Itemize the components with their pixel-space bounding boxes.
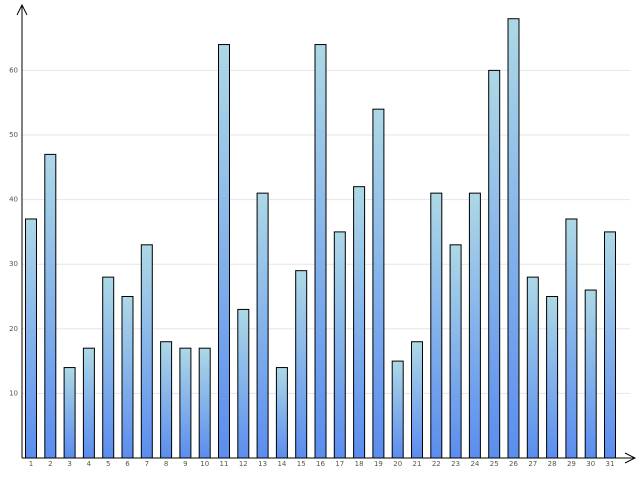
bar xyxy=(449,244,462,459)
x-axis-arrow xyxy=(624,452,637,464)
bar xyxy=(391,360,404,459)
bar xyxy=(102,276,115,459)
x-tick-label: 6 xyxy=(125,460,130,468)
bar xyxy=(353,186,366,459)
bar xyxy=(314,44,327,459)
x-tick-label: 16 xyxy=(316,460,325,468)
bar xyxy=(430,192,443,459)
x-tick-label: 9 xyxy=(183,460,187,468)
bar xyxy=(82,347,95,459)
y-axis-arrow xyxy=(16,3,28,16)
x-tick-label: 11 xyxy=(220,460,229,468)
x-tick-label: 23 xyxy=(451,460,460,468)
x-tick-label: 31 xyxy=(606,460,615,468)
y-tick-label: 40 xyxy=(9,196,18,204)
x-tick-label: 30 xyxy=(586,460,595,468)
bar xyxy=(507,18,520,459)
bar xyxy=(333,231,346,459)
x-tick-label: 7 xyxy=(145,460,149,468)
bar xyxy=(218,44,230,459)
x-tick-label: 28 xyxy=(548,460,557,468)
bar xyxy=(584,289,597,459)
x-tick-label: 18 xyxy=(355,460,364,468)
y-tick-label: 20 xyxy=(9,325,18,333)
bar xyxy=(565,218,578,459)
y-tick-label: 60 xyxy=(9,66,18,74)
x-tick-label: 21 xyxy=(413,460,422,468)
x-tick-label: 4 xyxy=(87,460,92,468)
bar xyxy=(604,231,616,459)
bar xyxy=(63,367,76,459)
x-tick-label: 27 xyxy=(528,460,537,468)
x-tick-label: 5 xyxy=(106,460,110,468)
bar xyxy=(44,153,57,459)
bar xyxy=(411,341,423,459)
bar xyxy=(526,276,539,459)
x-tick-label: 12 xyxy=(239,460,248,468)
x-tick-label: 2 xyxy=(48,460,52,468)
x-tick-label: 19 xyxy=(374,460,383,468)
bar xyxy=(468,192,481,459)
bar xyxy=(295,270,308,459)
bar xyxy=(179,347,192,459)
x-tick-label: 25 xyxy=(490,460,499,468)
bar xyxy=(121,296,134,459)
x-tick-label: 20 xyxy=(393,460,402,468)
bar xyxy=(140,244,153,459)
x-tick-label: 8 xyxy=(164,460,168,468)
bar xyxy=(25,218,37,459)
x-tick-label: 13 xyxy=(258,460,267,468)
x-tick-label: 15 xyxy=(297,460,306,468)
y-tick-label: 30 xyxy=(9,260,18,268)
x-tick-label: 24 xyxy=(470,460,479,468)
bar xyxy=(275,367,288,459)
bar xyxy=(256,192,269,459)
x-tick-label: 26 xyxy=(509,460,518,468)
bar xyxy=(160,341,173,459)
x-tick-label: 1 xyxy=(29,460,33,468)
x-tick-label: 22 xyxy=(432,460,441,468)
y-tick-label: 50 xyxy=(9,131,18,139)
bar xyxy=(237,308,250,459)
y-tick-label: 10 xyxy=(9,389,18,397)
x-tick-label: 10 xyxy=(200,460,209,468)
x-tick-label: 14 xyxy=(277,460,286,468)
bar xyxy=(546,296,559,459)
bar xyxy=(198,347,211,459)
x-tick-label: 3 xyxy=(67,460,71,468)
bar xyxy=(488,69,501,459)
bar xyxy=(372,108,385,459)
x-tick-label: 29 xyxy=(567,460,576,468)
x-tick-label: 17 xyxy=(335,460,344,468)
